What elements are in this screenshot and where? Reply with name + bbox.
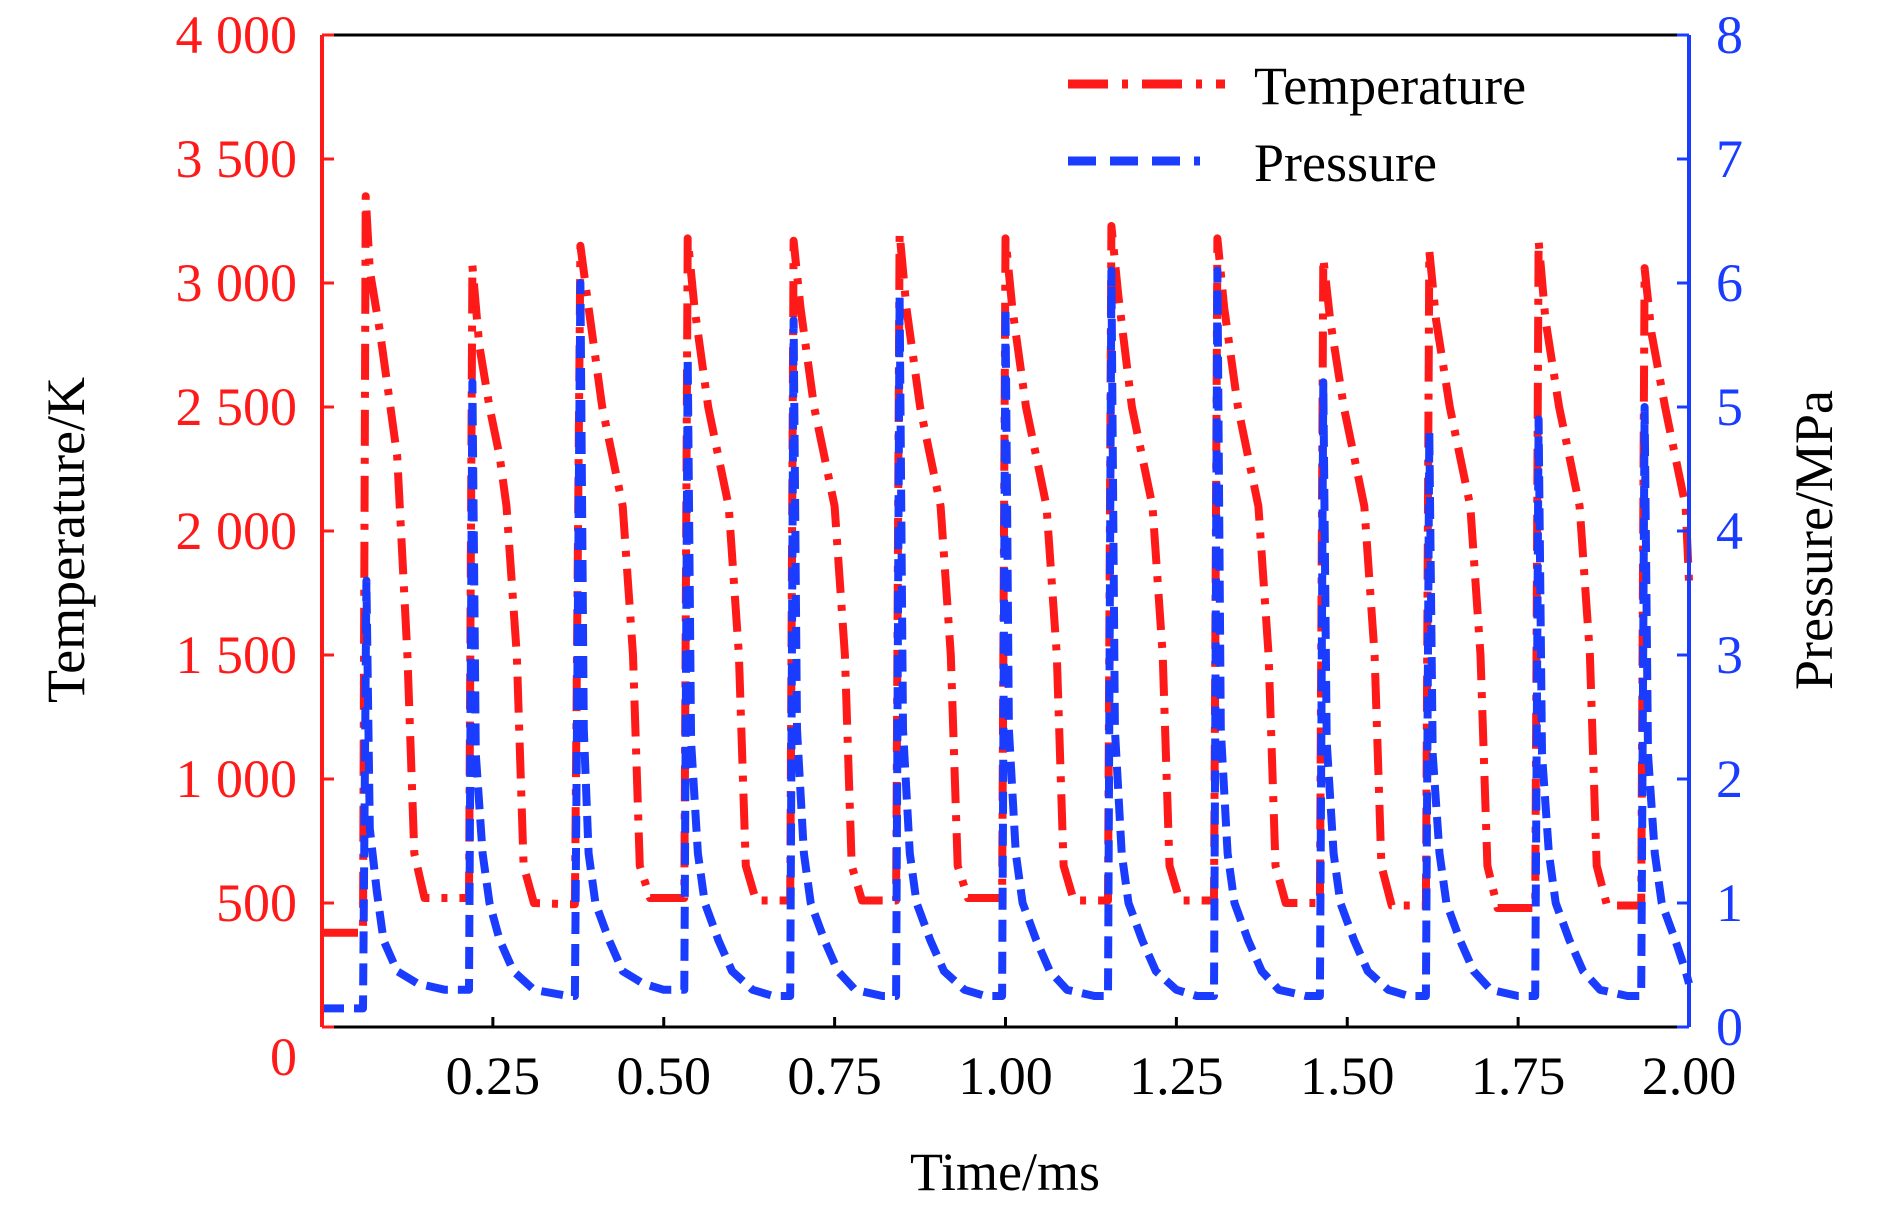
temperature-tick-label: 4 000 [176,5,298,65]
temperature-tick-label: 2 500 [176,377,298,437]
pressure-tick-label: 7 [1716,129,1743,189]
temperature-tick-label: 2 000 [176,501,298,561]
x-tick-label: 1.75 [1471,1046,1566,1106]
x-tick-label: 1.50 [1300,1046,1395,1106]
temperature-tick-label: 1 500 [176,625,298,685]
temperature-series-line [322,192,1693,937]
x-tick-label: 0.50 [617,1046,712,1106]
pressure-tick-label: 3 [1716,625,1743,685]
x-axis-title: Time/ms [910,1142,1100,1202]
pressure-tick-label: 6 [1716,253,1743,313]
x-tick-label: 1.25 [1129,1046,1224,1106]
x-tick-label: 0.25 [446,1046,541,1106]
temperature-tick-label: 3 000 [176,253,298,313]
pressure-tick-label: 2 [1716,749,1743,809]
pressure-tick-label: 8 [1716,5,1743,65]
x-tick-label: 1.00 [958,1046,1053,1106]
pressure-tick-label: 4 [1716,501,1743,561]
series-layer [322,192,1693,1013]
temperature-axis: 0 500 1 000 1 500 2 000 2 500 3 000 3 500 4 000 [176,5,334,1087]
pressure-axis-title: Pressure/MPa [1784,390,1844,690]
pressure-series-line [322,266,1693,1013]
temperature-axis-title: Temperature/K [36,377,96,703]
temperature-tick-label: 0 [270,1027,297,1087]
x-axis: 0.25 0.50 0.75 1.00 1.25 1.50 1.75 2.00 [446,1017,1737,1106]
pressure-tick-label: 0 [1716,997,1743,1057]
pressure-tick-label: 1 [1716,873,1743,933]
temperature-tick-label: 500 [216,873,297,933]
temperature-tick-label: 1 000 [176,749,298,809]
x-tick-label: 2.00 [1642,1046,1737,1106]
pressure-axis: 0 1 2 3 4 5 6 7 8 [1677,5,1743,1057]
legend-pressure-label: Pressure [1254,133,1437,193]
pressure-tick-label: 5 [1716,377,1743,437]
temperature-tick-label: 3 500 [176,129,298,189]
x-tick-label: 0.75 [787,1046,882,1106]
legend-temperature-label: Temperature [1254,56,1526,116]
legend: Temperature Pressure [1068,56,1526,193]
